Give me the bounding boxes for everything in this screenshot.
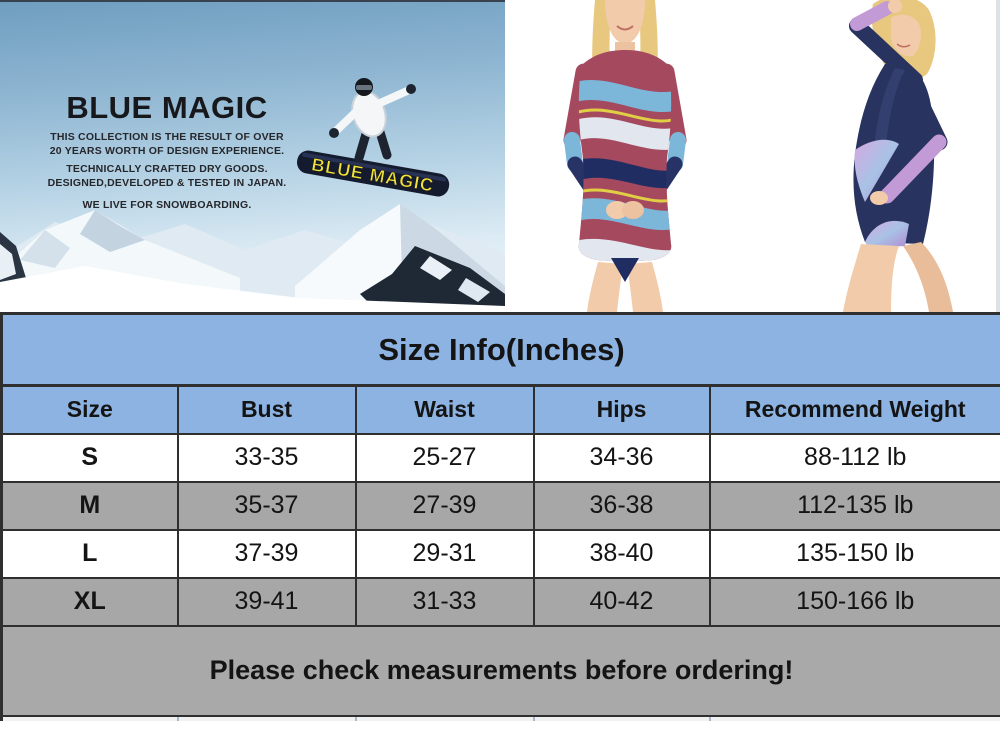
weight-cell: 135-150 lb — [708, 528, 1000, 579]
brand-panel: BLUE MAGIC THIS COLLECTION IS THE RESULT… — [0, 0, 505, 312]
waist-cell: 25-27 — [354, 432, 535, 483]
cutoff-row-strip — [1, 715, 1000, 721]
model-photo-right — [745, 0, 1000, 312]
weight-cell: 88-112 lb — [708, 432, 1000, 483]
model-side-illustration — [843, 0, 953, 312]
waist-cell: 27-39 — [354, 480, 535, 531]
model-photo-left — [505, 0, 745, 312]
measurement-note: Please check measurements before orderin… — [0, 624, 1000, 717]
size-cell: M — [0, 480, 179, 531]
size-cell: XL — [0, 576, 179, 627]
measurement-note-row: Please check measurements before orderin… — [0, 624, 1000, 717]
column-header-size: Size — [0, 384, 179, 435]
tagline-line: WE LIVE FOR SNOWBOARDING. — [82, 199, 252, 211]
photo-edge-strip — [996, 0, 1000, 312]
hips-cell: 38-40 — [532, 528, 711, 579]
brand-title: BLUE MAGIC — [66, 90, 268, 125]
size-cell: L — [0, 528, 179, 579]
tagline-line: THIS COLLECTION IS THE RESULT OF OVER — [50, 131, 284, 143]
bust-cell: 33-35 — [176, 432, 357, 483]
table-row-s: S 33-35 25-27 34-36 88-112 lb — [0, 432, 1000, 483]
top-section: BLUE MAGIC THIS COLLECTION IS THE RESULT… — [0, 0, 1000, 312]
weight-cell: 150-166 lb — [708, 576, 1000, 627]
table-title-row: Size Info(Inches) — [0, 312, 1000, 387]
bust-cell: 39-41 — [176, 576, 357, 627]
column-header-waist: Waist — [354, 384, 535, 435]
board-label: BLUE MAGIC — [310, 154, 436, 195]
mountain-scene-illustration — [0, 204, 505, 312]
brand-tagline: THIS COLLECTION IS THE RESULT OF OVER 20… — [0, 130, 334, 212]
bust-cell: 35-37 — [176, 480, 357, 531]
snowboarder-illustration: BLUE MAGIC — [297, 78, 450, 197]
size-cell: S — [0, 432, 179, 483]
tagline-line: 20 YEARS WORTH OF DESIGN EXPERIENCE. — [49, 145, 285, 157]
hips-cell: 36-38 — [532, 480, 711, 531]
table-row-m: M 35-37 27-39 36-38 112-135 lb — [0, 480, 1000, 531]
waist-cell: 29-31 — [354, 528, 535, 579]
table-title: Size Info(Inches) — [0, 312, 1000, 387]
tagline-line: DESIGNED,DEVELOPED & TESTED IN JAPAN. — [47, 177, 287, 189]
column-header-hips: Hips — [532, 384, 711, 435]
waist-cell: 31-33 — [354, 576, 535, 627]
hips-cell: 34-36 — [532, 432, 711, 483]
table-header-row: Size Bust Waist Hips Recommend Weight — [0, 384, 1000, 435]
model-front-illustration — [563, 0, 687, 312]
bust-cell: 37-39 — [176, 528, 357, 579]
tagline-line: TECHNICALLY CRAFTED DRY GOODS. — [66, 163, 268, 175]
table-row-xl: XL 39-41 31-33 40-42 150-166 lb — [0, 576, 1000, 627]
hips-cell: 40-42 — [532, 576, 711, 627]
column-header-weight: Recommend Weight — [708, 384, 1000, 435]
column-header-bust: Bust — [176, 384, 357, 435]
size-table: Size Info(Inches) Size Bust Waist Hips R… — [0, 312, 1000, 721]
weight-cell: 112-135 lb — [708, 480, 1000, 531]
table-row-l: L 37-39 29-31 38-40 135-150 lb — [0, 528, 1000, 579]
